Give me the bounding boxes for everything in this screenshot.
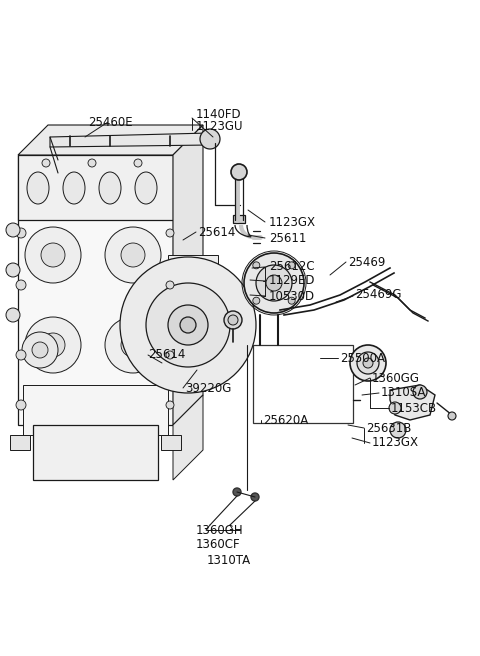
Circle shape — [166, 401, 174, 409]
Circle shape — [16, 400, 26, 410]
Polygon shape — [390, 385, 435, 420]
Circle shape — [448, 412, 456, 420]
Bar — [33, 425, 158, 480]
Ellipse shape — [99, 172, 121, 204]
Text: 25620A: 25620A — [263, 413, 308, 426]
Text: 25614: 25614 — [148, 348, 185, 361]
Text: 25500A: 25500A — [340, 352, 385, 365]
Text: 1129ED: 1129ED — [269, 274, 315, 287]
Circle shape — [121, 333, 145, 357]
Ellipse shape — [27, 172, 49, 204]
Circle shape — [233, 488, 241, 496]
Circle shape — [244, 253, 304, 313]
Ellipse shape — [63, 172, 85, 204]
Text: 1140FD: 1140FD — [196, 108, 241, 121]
Text: 25469: 25469 — [348, 255, 385, 268]
Circle shape — [41, 243, 65, 267]
Circle shape — [256, 265, 292, 301]
Text: 1360GH: 1360GH — [196, 523, 244, 537]
Circle shape — [32, 342, 48, 358]
Text: 1123GX: 1123GX — [269, 216, 316, 228]
Bar — [253, 345, 353, 423]
Circle shape — [251, 493, 259, 501]
Bar — [233, 215, 245, 223]
Text: 25631B: 25631B — [366, 422, 411, 434]
Polygon shape — [50, 133, 210, 147]
Text: 25611: 25611 — [269, 232, 306, 245]
Circle shape — [41, 333, 65, 357]
Circle shape — [253, 262, 260, 269]
Circle shape — [266, 275, 282, 291]
Text: 1310TA: 1310TA — [207, 554, 251, 567]
Circle shape — [180, 317, 196, 333]
Text: 25612C: 25612C — [269, 260, 314, 274]
Text: 1360CF: 1360CF — [196, 539, 240, 552]
Circle shape — [389, 402, 401, 414]
Circle shape — [6, 308, 20, 322]
Bar — [18, 155, 173, 220]
Circle shape — [6, 263, 20, 277]
Circle shape — [105, 317, 161, 373]
Circle shape — [200, 129, 220, 149]
Text: 1123GX: 1123GX — [372, 436, 419, 449]
Text: 1310SA: 1310SA — [381, 386, 426, 400]
Circle shape — [363, 358, 373, 368]
Circle shape — [22, 332, 58, 368]
Circle shape — [134, 159, 142, 167]
Circle shape — [88, 159, 96, 167]
Circle shape — [42, 159, 50, 167]
Text: 1123GU: 1123GU — [196, 121, 243, 134]
Bar — [161, 435, 181, 450]
Text: 25469G: 25469G — [355, 289, 401, 302]
Bar — [18, 155, 173, 425]
Circle shape — [16, 280, 26, 290]
Circle shape — [168, 305, 208, 345]
Circle shape — [146, 283, 230, 367]
Polygon shape — [173, 125, 203, 425]
Text: 25460E: 25460E — [88, 115, 132, 129]
Circle shape — [121, 243, 145, 267]
Polygon shape — [173, 395, 203, 480]
Bar — [168, 255, 218, 365]
Circle shape — [120, 257, 256, 393]
Text: 10530D: 10530D — [269, 289, 315, 302]
Text: 1360GG: 1360GG — [372, 371, 420, 384]
Circle shape — [16, 228, 26, 238]
Bar — [10, 435, 30, 450]
Circle shape — [166, 281, 174, 289]
Circle shape — [6, 223, 20, 237]
Circle shape — [166, 229, 174, 237]
Circle shape — [253, 297, 260, 304]
Text: 25614: 25614 — [198, 226, 235, 239]
Text: 39220G: 39220G — [185, 382, 231, 394]
Bar — [23, 385, 168, 435]
Circle shape — [350, 345, 386, 381]
Circle shape — [25, 317, 81, 373]
Circle shape — [357, 352, 379, 374]
Circle shape — [16, 350, 26, 360]
Circle shape — [288, 297, 295, 304]
Circle shape — [231, 164, 247, 180]
Circle shape — [25, 227, 81, 283]
Circle shape — [224, 311, 242, 329]
Ellipse shape — [135, 172, 157, 204]
Circle shape — [105, 227, 161, 283]
Circle shape — [288, 262, 295, 269]
Circle shape — [413, 385, 427, 399]
Circle shape — [228, 315, 238, 325]
Circle shape — [390, 422, 406, 438]
Polygon shape — [18, 125, 203, 155]
Text: 1153CB: 1153CB — [391, 401, 437, 415]
Circle shape — [166, 351, 174, 359]
